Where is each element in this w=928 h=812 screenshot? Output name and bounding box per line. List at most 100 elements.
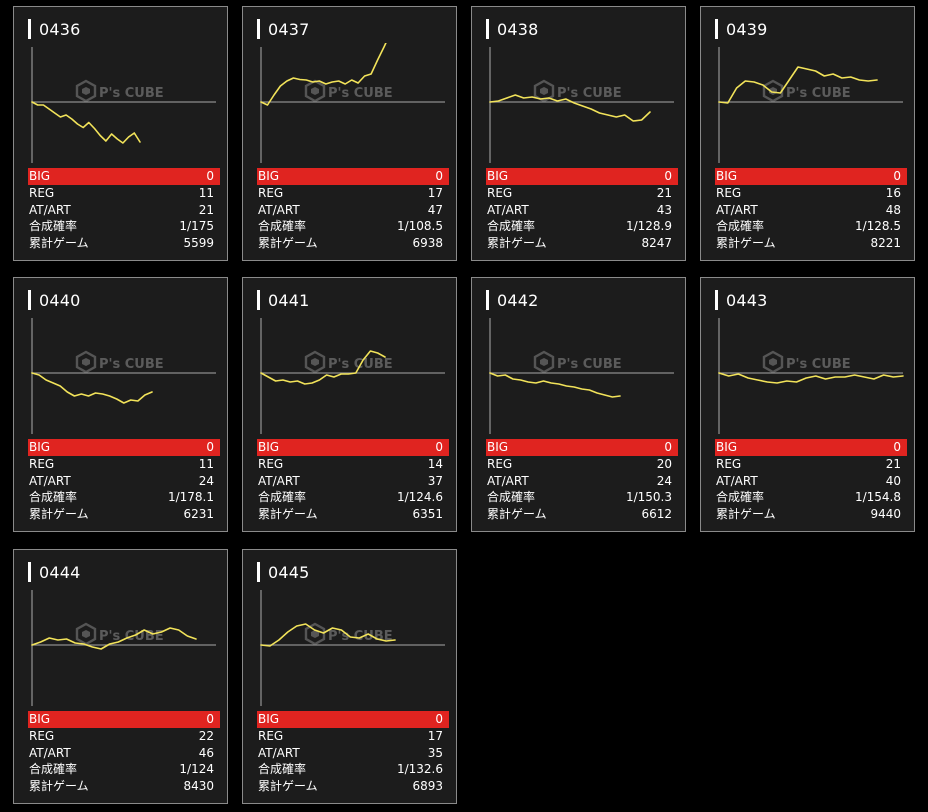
big-label: BIG [29, 440, 51, 454]
stat-row-combined-probability: 合成確率 1/124 [28, 761, 220, 778]
big-value: 0 [435, 169, 443, 183]
watermark-brand-text: P's CUBE [328, 629, 393, 644]
slump-graph-svg: P's CUBE [31, 590, 216, 706]
combined-probability-label: 合成確率 [487, 490, 536, 505]
watermark-logo: P's CUBE [762, 79, 851, 103]
total-games-value: 5599 [183, 236, 214, 251]
total-games-label: 累計ゲーム [258, 507, 318, 522]
at-art-value: 46 [198, 745, 214, 760]
watermark-brand-text: P's CUBE [557, 357, 622, 372]
reg-label: REG [29, 728, 55, 743]
machine-card-0442[interactable]: 0442 P's CUBE BIG 0 REG 20 AT/ART 24 合成確… [471, 277, 686, 532]
machine-card-0438[interactable]: 0438 P's CUBE BIG 0 REG 21 AT/ART 43 合成確… [471, 6, 686, 261]
total-games-value: 6938 [412, 236, 443, 251]
stat-row-reg: REG 11 [28, 456, 220, 473]
big-value: 0 [664, 169, 672, 183]
big-label: BIG [716, 169, 738, 183]
stat-row-reg: REG 20 [486, 456, 678, 473]
machine-card-0440[interactable]: 0440 P's CUBE BIG 0 REG 11 AT/ART 24 合成確… [13, 277, 228, 532]
total-games-value: 8430 [183, 779, 214, 794]
at-art-label: AT/ART [258, 745, 300, 760]
stat-row-reg: REG 21 [486, 185, 678, 202]
machine-card-0443[interactable]: 0443 P's CUBE BIG 0 REG 21 AT/ART 40 合成確… [700, 277, 915, 532]
combined-probability-label: 合成確率 [29, 762, 78, 777]
stat-row-at-art: AT/ART 46 [28, 745, 220, 762]
machine-card-0436[interactable]: 0436 P's CUBE BIG 0 REG 11 AT/ART 21 合成確… [13, 6, 228, 261]
total-games-label: 累計ゲーム [716, 236, 776, 251]
title-accent-bar [715, 290, 718, 310]
watermark-logo: P's CUBE [75, 79, 164, 103]
card-header: 0440 [28, 287, 81, 313]
stat-row-total-games: 累計ゲーム 8221 [715, 235, 907, 252]
title-accent-bar [486, 19, 489, 39]
total-games-label: 累計ゲーム [29, 236, 89, 251]
machine-card-0444[interactable]: 0444 P's CUBE BIG 0 REG 22 AT/ART 46 合成確… [13, 549, 228, 804]
slump-graph: P's CUBE [480, 314, 678, 434]
total-games-label: 累計ゲーム [258, 779, 318, 794]
stats-table: BIG 0 REG 22 AT/ART 46 合成確率 1/124 累計ゲーム … [28, 711, 220, 795]
machine-number: 0440 [39, 290, 81, 310]
big-value: 0 [206, 440, 214, 454]
total-games-label: 累計ゲーム [487, 507, 547, 522]
slump-graph: P's CUBE [251, 314, 449, 434]
card-header: 0439 [715, 16, 768, 42]
total-games-label: 累計ゲーム [487, 236, 547, 251]
at-art-label: AT/ART [29, 745, 71, 760]
reg-value: 21 [885, 456, 901, 471]
watermark-logo: P's CUBE [762, 350, 851, 374]
machine-number: 0436 [39, 19, 81, 39]
slump-trend-line [260, 623, 396, 647]
title-accent-bar [486, 290, 489, 310]
combined-probability-value: 1/175 [179, 219, 214, 234]
machine-card-0441[interactable]: 0441 P's CUBE BIG 0 REG 14 AT/ART 37 合成確… [242, 277, 457, 532]
slump-graph: P's CUBE [480, 43, 678, 163]
slump-graph-svg: P's CUBE [260, 590, 445, 706]
at-art-value: 35 [427, 745, 443, 760]
reg-value: 21 [656, 185, 672, 200]
stats-table: BIG 0 REG 17 AT/ART 47 合成確率 1/108.5 累計ゲー… [257, 168, 449, 252]
machine-card-0445[interactable]: 0445 P's CUBE BIG 0 REG 17 AT/ART 35 合成確… [242, 549, 457, 804]
reg-label: REG [716, 185, 742, 200]
watermark-brand-text: P's CUBE [557, 86, 622, 101]
big-value: 0 [435, 440, 443, 454]
slump-graph: P's CUBE [22, 586, 220, 706]
cube-logo-core [311, 358, 319, 366]
card-header: 0441 [257, 287, 310, 313]
stat-row-total-games: 累計ゲーム 6893 [257, 778, 449, 795]
slump-graph: P's CUBE [22, 314, 220, 434]
cube-logo-core [311, 630, 319, 638]
stat-row-combined-probability: 合成確率 1/154.8 [715, 489, 907, 506]
stat-row-total-games: 累計ゲーム 5599 [28, 235, 220, 252]
cube-logo-icon [75, 350, 97, 374]
cube-logo-core [82, 358, 90, 366]
stat-row-reg: REG 17 [257, 728, 449, 745]
slump-trend-line [489, 94, 651, 122]
machine-card-0439[interactable]: 0439 P's CUBE BIG 0 REG 16 AT/ART 48 合成確… [700, 6, 915, 261]
watermark-brand-text: P's CUBE [99, 86, 164, 101]
at-art-value: 43 [656, 202, 672, 217]
at-art-value: 40 [885, 473, 901, 488]
at-art-value: 21 [198, 202, 214, 217]
machine-number: 0443 [726, 290, 768, 310]
slump-graph: P's CUBE [251, 43, 449, 163]
stat-row-big: BIG 0 [28, 711, 220, 728]
combined-probability-value: 1/124 [179, 762, 214, 777]
total-games-label: 累計ゲーム [716, 507, 776, 522]
big-label: BIG [258, 440, 280, 454]
stats-table: BIG 0 REG 21 AT/ART 40 合成確率 1/154.8 累計ゲー… [715, 439, 907, 523]
combined-probability-label: 合成確率 [716, 490, 765, 505]
stat-row-big: BIG 0 [715, 439, 907, 456]
card-header: 0437 [257, 16, 310, 42]
slump-graph: P's CUBE [251, 586, 449, 706]
at-art-label: AT/ART [29, 202, 71, 217]
big-value: 0 [893, 440, 901, 454]
reg-label: REG [487, 185, 513, 200]
machine-card-0437[interactable]: 0437 P's CUBE BIG 0 REG 17 AT/ART 47 合成確… [242, 6, 457, 261]
title-accent-bar [28, 290, 31, 310]
stat-row-reg: REG 16 [715, 185, 907, 202]
machine-number: 0439 [726, 19, 768, 39]
at-art-value: 24 [656, 473, 672, 488]
watermark-logo: P's CUBE [533, 79, 622, 103]
at-art-value: 24 [198, 473, 214, 488]
slump-trend-line [489, 372, 621, 398]
